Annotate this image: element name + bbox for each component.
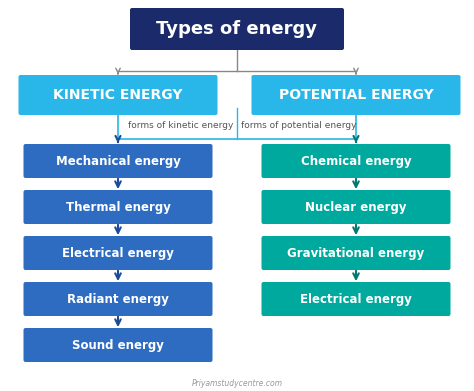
FancyBboxPatch shape: [24, 144, 212, 178]
FancyBboxPatch shape: [24, 328, 212, 362]
FancyBboxPatch shape: [262, 190, 450, 224]
Text: Chemical energy: Chemical energy: [301, 154, 411, 167]
Text: Types of energy: Types of energy: [156, 20, 318, 38]
Text: Electrical energy: Electrical energy: [62, 246, 174, 260]
Text: forms of potential energy: forms of potential energy: [241, 122, 356, 131]
FancyBboxPatch shape: [252, 75, 461, 115]
FancyBboxPatch shape: [130, 8, 344, 50]
Text: Sound energy: Sound energy: [72, 339, 164, 352]
Text: Gravitational energy: Gravitational energy: [287, 246, 425, 260]
FancyBboxPatch shape: [18, 75, 218, 115]
FancyBboxPatch shape: [262, 144, 450, 178]
Text: Nuclear energy: Nuclear energy: [305, 201, 407, 213]
Text: Radiant energy: Radiant energy: [67, 292, 169, 305]
Text: forms of kinetic energy: forms of kinetic energy: [128, 122, 233, 131]
FancyBboxPatch shape: [24, 236, 212, 270]
FancyBboxPatch shape: [262, 236, 450, 270]
Text: KINETIC ENERGY: KINETIC ENERGY: [53, 88, 183, 102]
FancyBboxPatch shape: [262, 282, 450, 316]
FancyBboxPatch shape: [24, 190, 212, 224]
Text: Priyamstudycentre.com: Priyamstudycentre.com: [191, 378, 283, 387]
Text: Thermal energy: Thermal energy: [65, 201, 171, 213]
FancyBboxPatch shape: [24, 282, 212, 316]
Text: Mechanical energy: Mechanical energy: [55, 154, 181, 167]
Text: POTENTIAL ENERGY: POTENTIAL ENERGY: [279, 88, 433, 102]
Text: Electrical energy: Electrical energy: [300, 292, 412, 305]
